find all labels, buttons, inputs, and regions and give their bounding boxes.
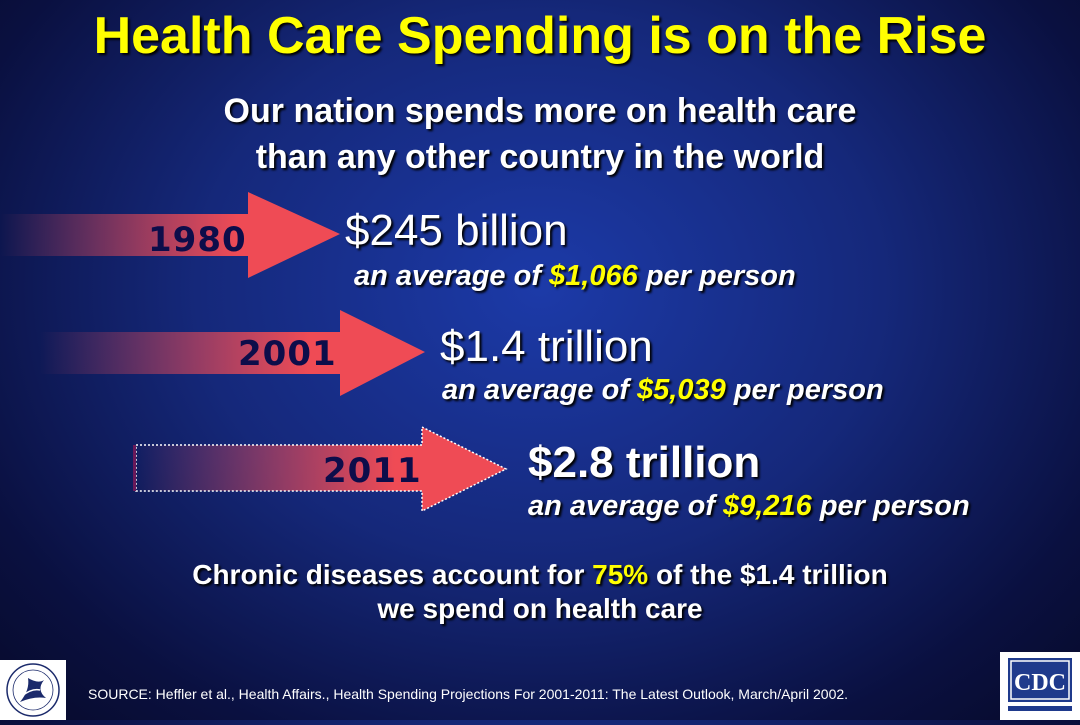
arrow-2001 (40, 310, 425, 396)
cdc-logo: CDC (1000, 652, 1080, 720)
average-1980: an average of $1,066 per person (354, 260, 796, 293)
slide-subtitle: Our nation spends more on health care th… (0, 88, 1080, 180)
slide-title: Health Care Spending is on the Rise (93, 7, 987, 65)
average-suffix: per person (645, 260, 796, 292)
year-label-2001: 2001 (238, 334, 337, 374)
amount-2011: $2.8 trillion (528, 438, 761, 487)
amount-2001: $1.4 trillion (440, 322, 653, 371)
average-value: $9,216 (723, 490, 812, 522)
chronic-line-2: we spend on health care (377, 593, 703, 624)
hhs-logo (0, 660, 66, 720)
average-2011: an average of $9,216 per person (528, 490, 970, 523)
chronic-percent: 75% (592, 559, 649, 590)
average-prefix: an average of (528, 490, 715, 522)
chronic-line-1: Chronic diseases account for 75% of the … (0, 558, 1080, 592)
subtitle-line-2: than any other country in the world (255, 138, 825, 176)
year-label-1980: 1980 (148, 220, 247, 260)
average-suffix: per person (733, 374, 884, 406)
average-value: $1,066 (549, 260, 638, 292)
chronic-disease-note: Chronic diseases account for 75% of the … (0, 558, 1080, 626)
amount-1980: $245 billion (345, 206, 568, 255)
average-prefix: an average of (354, 260, 541, 292)
arrow-1980 (0, 192, 340, 278)
subtitle-line-1: Our nation spends more on health care (223, 92, 857, 130)
average-value: $5,039 (637, 374, 726, 406)
average-prefix: an average of (442, 374, 629, 406)
average-suffix: per person (819, 490, 970, 522)
chronic-suffix: of the $1.4 trillion (655, 559, 888, 590)
year-label-2011: 2011 (323, 451, 422, 491)
arrow-2011 (133, 425, 508, 513)
cdc-logo-text: CDC (1014, 670, 1066, 696)
chronic-prefix: Chronic diseases account for (192, 559, 585, 590)
average-2001: an average of $5,039 per person (442, 374, 884, 407)
source-citation: SOURCE: Heffler et al., Health Affairs.,… (88, 686, 849, 702)
